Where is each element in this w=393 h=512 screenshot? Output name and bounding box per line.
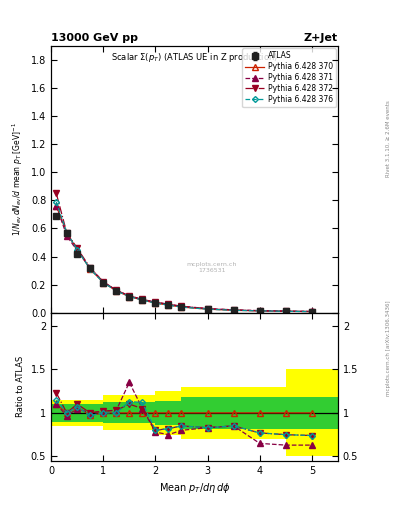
Pythia 6.428 376 bbox=[54, 199, 59, 205]
Pythia 6.428 376 bbox=[166, 302, 171, 308]
Pythia 6.428 370 bbox=[127, 293, 132, 300]
Pythia 6.428 370 bbox=[140, 297, 145, 303]
Pythia 6.428 371 bbox=[257, 308, 262, 314]
Pythia 6.428 376 bbox=[64, 229, 69, 236]
Pythia 6.428 372 bbox=[310, 309, 314, 315]
Line: Pythia 6.428 371: Pythia 6.428 371 bbox=[53, 203, 315, 314]
Pythia 6.428 372 bbox=[166, 301, 171, 307]
Pythia 6.428 371 bbox=[310, 308, 314, 314]
Pythia 6.428 376 bbox=[257, 308, 262, 314]
Pythia 6.428 370 bbox=[54, 203, 59, 209]
Pythia 6.428 376 bbox=[205, 306, 210, 312]
Pythia 6.428 370 bbox=[231, 307, 236, 313]
Pythia 6.428 372 bbox=[127, 293, 132, 299]
Pythia 6.428 372 bbox=[140, 296, 145, 303]
Pythia 6.428 372 bbox=[101, 279, 106, 285]
Text: 13000 GeV pp: 13000 GeV pp bbox=[51, 33, 138, 44]
Pythia 6.428 370 bbox=[205, 306, 210, 312]
Pythia 6.428 371 bbox=[54, 203, 59, 209]
Pythia 6.428 370 bbox=[166, 302, 171, 308]
X-axis label: Mean $p_T/d\eta\,d\phi$: Mean $p_T/d\eta\,d\phi$ bbox=[159, 481, 230, 495]
Pythia 6.428 371 bbox=[166, 301, 171, 307]
Line: Pythia 6.428 372: Pythia 6.428 372 bbox=[53, 190, 315, 314]
Pythia 6.428 372 bbox=[283, 308, 288, 314]
Pythia 6.428 370 bbox=[64, 229, 69, 236]
Pythia 6.428 370 bbox=[101, 280, 106, 286]
Pythia 6.428 370 bbox=[257, 308, 262, 314]
Text: Scalar $\Sigma(p_T)$ (ATLAS UE in Z production): Scalar $\Sigma(p_T)$ (ATLAS UE in Z prod… bbox=[111, 51, 278, 65]
Pythia 6.428 370 bbox=[179, 304, 184, 310]
Text: mcplots.cern.ch [arXiv:1306.3436]: mcplots.cern.ch [arXiv:1306.3436] bbox=[386, 301, 391, 396]
Pythia 6.428 376 bbox=[101, 280, 106, 286]
Pythia 6.428 371 bbox=[283, 308, 288, 314]
Pythia 6.428 376 bbox=[179, 304, 184, 310]
Pythia 6.428 376 bbox=[231, 307, 236, 313]
Pythia 6.428 371 bbox=[75, 248, 79, 254]
Pythia 6.428 370 bbox=[153, 300, 158, 306]
Pythia 6.428 371 bbox=[114, 287, 119, 293]
Pythia 6.428 372 bbox=[153, 299, 158, 305]
Text: Rivet 3.1.10, ≥ 2.6M events: Rivet 3.1.10, ≥ 2.6M events bbox=[386, 100, 391, 177]
Pythia 6.428 372 bbox=[257, 308, 262, 314]
Pythia 6.428 370 bbox=[283, 308, 288, 314]
Pythia 6.428 370 bbox=[75, 246, 79, 252]
Pythia 6.428 372 bbox=[75, 245, 79, 251]
Line: Pythia 6.428 370: Pythia 6.428 370 bbox=[53, 203, 315, 314]
Pythia 6.428 372 bbox=[231, 307, 236, 313]
Pythia 6.428 370 bbox=[310, 309, 314, 315]
Pythia 6.428 371 bbox=[231, 307, 236, 313]
Pythia 6.428 376 bbox=[140, 297, 145, 303]
Pythia 6.428 371 bbox=[205, 306, 210, 312]
Pythia 6.428 372 bbox=[179, 303, 184, 309]
Pythia 6.428 372 bbox=[54, 190, 59, 197]
Pythia 6.428 376 bbox=[88, 266, 93, 272]
Pythia 6.428 370 bbox=[88, 266, 93, 272]
Pythia 6.428 372 bbox=[88, 265, 93, 271]
Pythia 6.428 376 bbox=[127, 293, 132, 300]
Text: Z+Jet: Z+Jet bbox=[304, 33, 338, 44]
Pythia 6.428 371 bbox=[64, 232, 69, 239]
Pythia 6.428 372 bbox=[64, 229, 69, 236]
Pythia 6.428 372 bbox=[114, 287, 119, 293]
Y-axis label: Ratio to ATLAS: Ratio to ATLAS bbox=[16, 356, 25, 417]
Pythia 6.428 376 bbox=[283, 308, 288, 314]
Pythia 6.428 371 bbox=[127, 293, 132, 299]
Pythia 6.428 371 bbox=[140, 296, 145, 303]
Pythia 6.428 371 bbox=[88, 265, 93, 271]
Pythia 6.428 370 bbox=[114, 288, 119, 294]
Pythia 6.428 376 bbox=[153, 300, 158, 306]
Pythia 6.428 371 bbox=[101, 279, 106, 285]
Pythia 6.428 371 bbox=[153, 299, 158, 305]
Legend: ATLAS, Pythia 6.428 370, Pythia 6.428 371, Pythia 6.428 372, Pythia 6.428 376: ATLAS, Pythia 6.428 370, Pythia 6.428 37… bbox=[242, 48, 336, 107]
Pythia 6.428 372 bbox=[205, 306, 210, 312]
Text: mcplots.cern.ch
1736531: mcplots.cern.ch 1736531 bbox=[187, 262, 237, 273]
Pythia 6.428 376 bbox=[310, 309, 314, 315]
Y-axis label: $1/N_{ev}\,dN_{ev}/d$ mean $p_T$ [GeV]$^{-1}$: $1/N_{ev}\,dN_{ev}/d$ mean $p_T$ [GeV]$^… bbox=[11, 122, 25, 237]
Pythia 6.428 376 bbox=[114, 288, 119, 294]
Pythia 6.428 371 bbox=[179, 303, 184, 309]
Line: Pythia 6.428 376: Pythia 6.428 376 bbox=[54, 200, 314, 314]
Pythia 6.428 376 bbox=[75, 246, 79, 252]
